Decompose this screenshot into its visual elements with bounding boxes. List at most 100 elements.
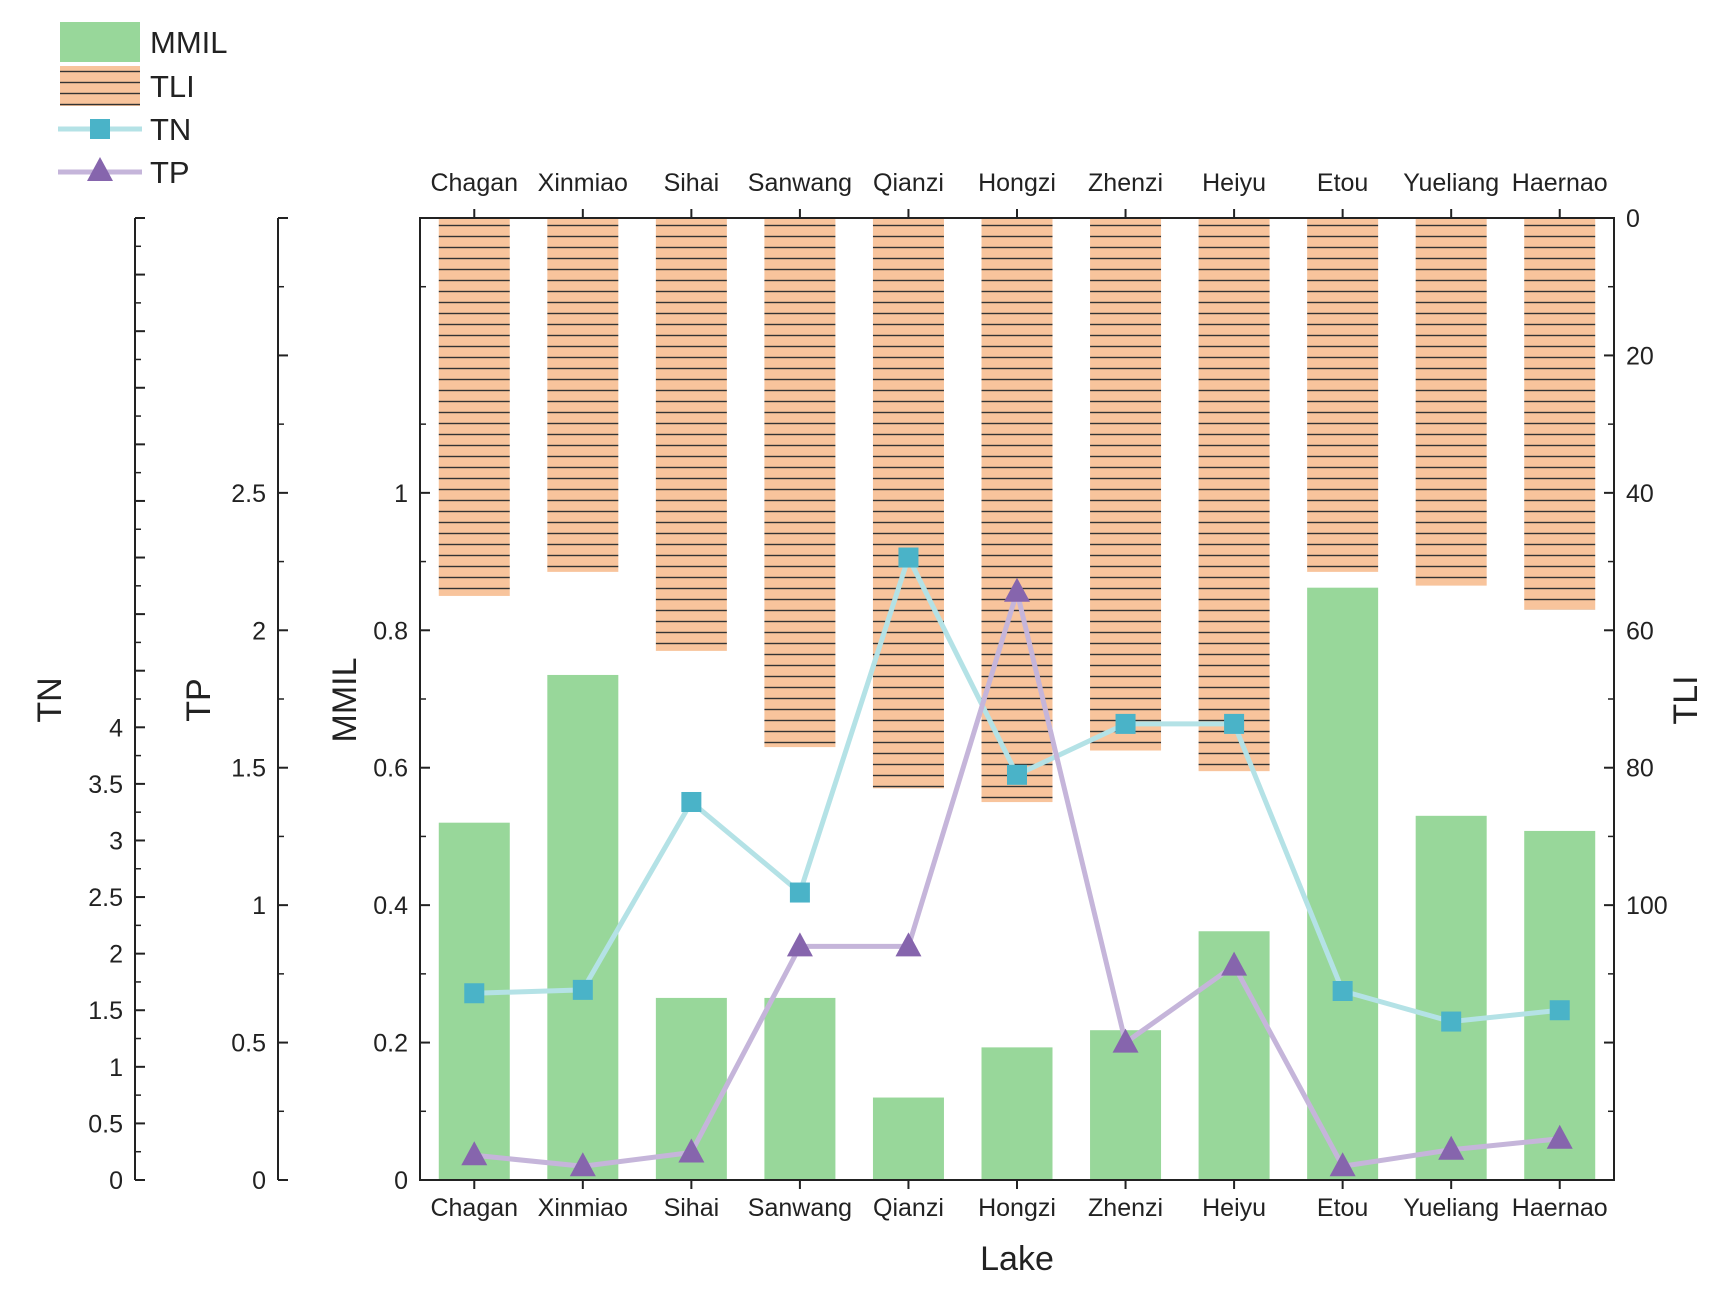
x-tick-label: Qianzi: [873, 1194, 944, 1222]
tn-tick-label: 0.5: [88, 1110, 123, 1138]
tli-tick-label: 0: [1626, 205, 1640, 233]
legend-swatch-tli: [60, 66, 140, 106]
legend-label-tli: TLI: [150, 69, 195, 104]
tp-point: [678, 1138, 705, 1163]
mmil-bar: [981, 1047, 1053, 1180]
tn-point: [1007, 764, 1027, 785]
x-tick-label: Hongzi: [978, 1194, 1056, 1222]
tp-point: [1546, 1124, 1573, 1149]
tli-bar: [981, 218, 1053, 803]
tli-tick-label: 40: [1626, 480, 1654, 508]
tli-bar: [872, 218, 944, 789]
tn-tick-label: 2.5: [88, 884, 123, 912]
x-top-tick-label: Sihai: [664, 169, 720, 197]
legend-marker-tn: [90, 119, 110, 139]
x-axis-title: Lake: [980, 1240, 1054, 1278]
tp-point: [1004, 577, 1030, 602]
mmil-bar: [1415, 815, 1487, 1180]
mmil-bars: [438, 587, 1596, 1180]
tn-axis-title: TN: [31, 677, 69, 722]
mmil-bar: [1307, 587, 1379, 1180]
tn-tick-label: 0: [109, 1167, 123, 1195]
mmil-axis-title: MMIL: [326, 658, 364, 743]
tli-tick-label: 100: [1626, 892, 1668, 920]
tn-point: [464, 983, 485, 1004]
tli-bar: [1090, 218, 1162, 751]
tp-tick-label: 2.5: [231, 480, 266, 508]
x-tick-label: Xinmiao: [538, 1194, 628, 1222]
tn-point: [572, 979, 593, 1000]
x-tick-label: Haernao: [1512, 1194, 1608, 1222]
tli-tick-label: 20: [1626, 342, 1654, 370]
tp-tick-label: 1: [252, 892, 266, 920]
tn-point: [1115, 713, 1136, 734]
legend-label-tp: TP: [150, 155, 190, 190]
tp-point: [569, 1152, 596, 1177]
tli-bar: [655, 218, 727, 651]
x-tick-label: Yueliang: [1403, 1194, 1499, 1222]
legend-label-tn: TN: [150, 112, 191, 147]
tp-point: [1329, 1152, 1356, 1177]
tli-bar: [438, 218, 510, 596]
tli-bar: [1524, 218, 1596, 610]
tli-axis-title: TLI: [1667, 675, 1705, 724]
tp-point: [1438, 1135, 1465, 1160]
mmil-tick-label: 1: [394, 480, 408, 508]
mmil-tick-label: 0.8: [373, 617, 408, 645]
tn-tick-label: 2: [109, 941, 123, 969]
tli-tick-label: 60: [1626, 617, 1654, 645]
mmil-bar: [872, 1097, 944, 1180]
tli-bar: [547, 218, 619, 572]
legend-swatch-mmil: [60, 22, 140, 62]
legend-label-mmil: MMIL: [150, 25, 228, 60]
tn-tick-label: 1: [109, 1054, 123, 1082]
x-tick-label: Chagan: [430, 1194, 518, 1222]
x-top-tick-label: Xinmiao: [538, 169, 628, 197]
x-top-tick-label: Etou: [1317, 169, 1368, 197]
tn-point: [1549, 1000, 1570, 1021]
legend: MMIL TLI TN TP: [58, 22, 228, 190]
x-top-tick-label: Hongzi: [978, 169, 1056, 197]
tn-point: [789, 882, 810, 903]
tli-bar: [1198, 218, 1270, 772]
x-top-tick-label: Yueliang: [1403, 169, 1499, 197]
tli-bar: [764, 218, 836, 748]
legend-marker-tp: [87, 157, 113, 181]
mmil-tick-label: 0.6: [373, 755, 408, 783]
tn-tick-label: 3.5: [88, 771, 123, 799]
tp-point: [1112, 1028, 1139, 1053]
x-tick-label: Sanwang: [748, 1194, 852, 1222]
tp-point: [895, 932, 922, 957]
x-tick-label: Heiyu: [1202, 1194, 1266, 1222]
series-markers: [461, 547, 1573, 1177]
mmil-bar: [1090, 1030, 1162, 1180]
mmil-bar: [547, 674, 619, 1180]
tp-axis-title: TP: [180, 678, 218, 721]
mmil-tick-label: 0.2: [373, 1030, 408, 1058]
tn-point: [681, 791, 702, 812]
tli-bar: [1415, 218, 1487, 586]
mmil-tick-label: 0.4: [373, 892, 408, 920]
x-top-tick-label: Sanwang: [748, 169, 852, 197]
tp-point: [786, 932, 813, 957]
tp-tick-label: 0.5: [231, 1030, 266, 1058]
tn-point: [898, 547, 919, 568]
tp-point: [1221, 951, 1248, 976]
tn-tick-label: 1.5: [88, 997, 123, 1025]
tn-point: [1332, 980, 1353, 1001]
x-top-tick-label: Qianzi: [873, 169, 944, 197]
tn-tick-label: 3: [109, 827, 123, 855]
tli-bars: [438, 218, 1596, 803]
tp-tick-label: 1.5: [231, 755, 266, 783]
tn-point: [1224, 713, 1245, 734]
mmil-tick-label: 0: [394, 1167, 408, 1195]
tp-tick-label: 2: [252, 617, 266, 645]
x-top-tick-label: Zhenzi: [1088, 169, 1163, 197]
x-tick-label: Sihai: [664, 1194, 720, 1222]
tp-point: [461, 1141, 488, 1166]
tp-tick-label: 0: [252, 1167, 266, 1195]
x-tick-label: Etou: [1317, 1194, 1368, 1222]
x-tick-label: Zhenzi: [1088, 1194, 1163, 1222]
